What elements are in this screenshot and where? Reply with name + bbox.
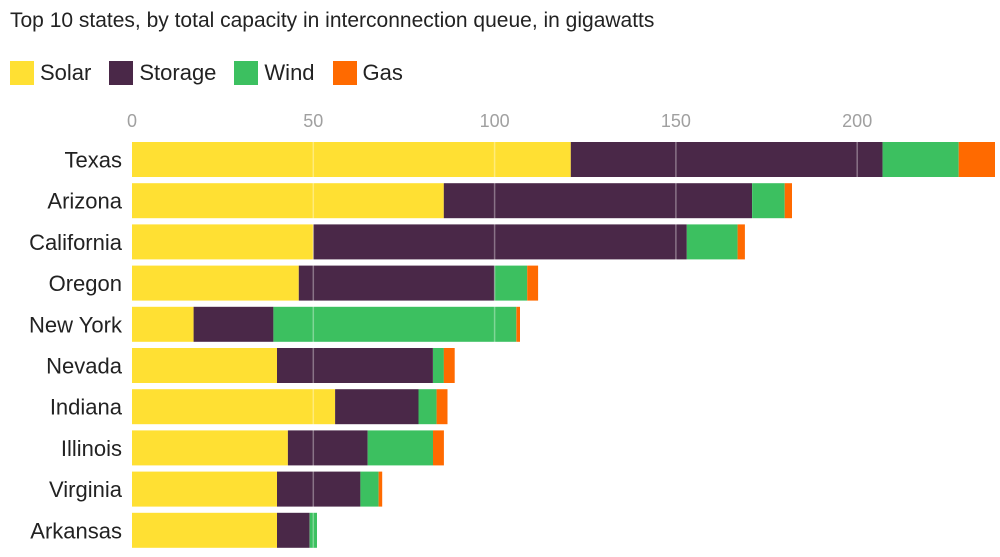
bar-indiana-solar — [132, 389, 336, 425]
bar-texas-wind — [882, 142, 959, 177]
category-label-arkansas: Arkansas — [30, 518, 122, 543]
bar-texas-gas — [958, 142, 995, 177]
bar-texas-storage — [570, 142, 883, 177]
category-label-illinois: Illinois — [61, 436, 122, 461]
bar-oregon-storage — [298, 265, 495, 301]
bar-illinois-solar — [132, 430, 288, 466]
category-label-california: California — [29, 230, 123, 255]
bar-california-solar — [132, 224, 314, 260]
category-label-texas: Texas — [65, 148, 122, 173]
bar-nevada-gas — [443, 348, 455, 383]
bar-illinois-storage — [287, 430, 368, 466]
bar-texas-solar — [132, 142, 571, 177]
bar-virginia-wind — [360, 471, 379, 507]
legend-label-storage: Storage — [139, 60, 217, 85]
legend-swatch-storage — [109, 61, 134, 85]
category-label-indiana: Indiana — [50, 395, 123, 420]
bars — [132, 142, 995, 548]
bar-indiana-storage — [335, 389, 419, 425]
category-label-arizona: Arizona — [47, 189, 122, 214]
x-tick-label-200: 200 — [842, 111, 872, 131]
legend-label-solar: Solar — [40, 60, 92, 85]
bar-oregon-solar — [132, 265, 299, 301]
bar-california-storage — [313, 224, 687, 260]
category-label-oregon: Oregon — [49, 271, 122, 296]
legend-item-wind: Wind — [234, 60, 315, 86]
bar-virginia-solar — [132, 471, 277, 507]
bar-new-york-wind — [273, 306, 517, 342]
bar-arizona-wind — [752, 183, 785, 219]
bar-arkansas-storage — [277, 512, 310, 548]
category-label-new-york: New York — [29, 312, 123, 337]
bar-arizona-solar — [132, 183, 444, 219]
legend-label-gas: Gas — [362, 60, 403, 85]
bar-virginia-storage — [277, 471, 361, 507]
bar-nevada-storage — [277, 348, 433, 383]
bar-new-york-gas — [516, 306, 520, 342]
chart-title: Top 10 states, by total capacity in inte… — [10, 9, 655, 32]
legend-item-solar: Solar — [10, 60, 91, 86]
x-tick-label-150: 150 — [661, 111, 691, 131]
bar-virginia-gas — [378, 471, 383, 507]
x-tick-label-0: 0 — [127, 111, 137, 131]
bar-oregon-wind — [494, 265, 528, 301]
legend-swatch-gas — [332, 61, 357, 85]
bar-arizona-storage — [443, 183, 752, 219]
category-label-virginia: Virginia — [49, 477, 123, 502]
bar-new-york-storage — [193, 306, 274, 342]
bar-indiana-wind — [418, 389, 437, 425]
legend-item-storage: Storage — [109, 60, 216, 86]
bar-oregon-gas — [527, 265, 539, 301]
x-tick-label-100: 100 — [480, 111, 510, 131]
bar-california-gas — [737, 224, 745, 260]
legend-label-wind: Wind — [264, 60, 315, 85]
bar-arkansas-solar — [132, 512, 277, 548]
category-label-nevada: Nevada — [46, 354, 123, 379]
legend-swatch-solar — [10, 61, 34, 85]
legend-swatch-wind — [234, 61, 259, 85]
bar-california-wind — [686, 224, 738, 260]
bar-arkansas-wind — [309, 512, 317, 548]
x-tick-label-50: 50 — [303, 111, 323, 131]
bar-new-york-solar — [132, 306, 194, 342]
bar-illinois-gas — [433, 430, 444, 466]
bar-indiana-gas — [436, 389, 448, 425]
legend-item-gas: Gas — [332, 60, 403, 86]
bar-nevada-wind — [433, 348, 444, 383]
bar-arizona-gas — [784, 183, 792, 219]
bar-illinois-wind — [367, 430, 433, 466]
legend: Solar Storage Wind Gas — [10, 60, 421, 86]
bar-nevada-solar — [132, 348, 277, 383]
